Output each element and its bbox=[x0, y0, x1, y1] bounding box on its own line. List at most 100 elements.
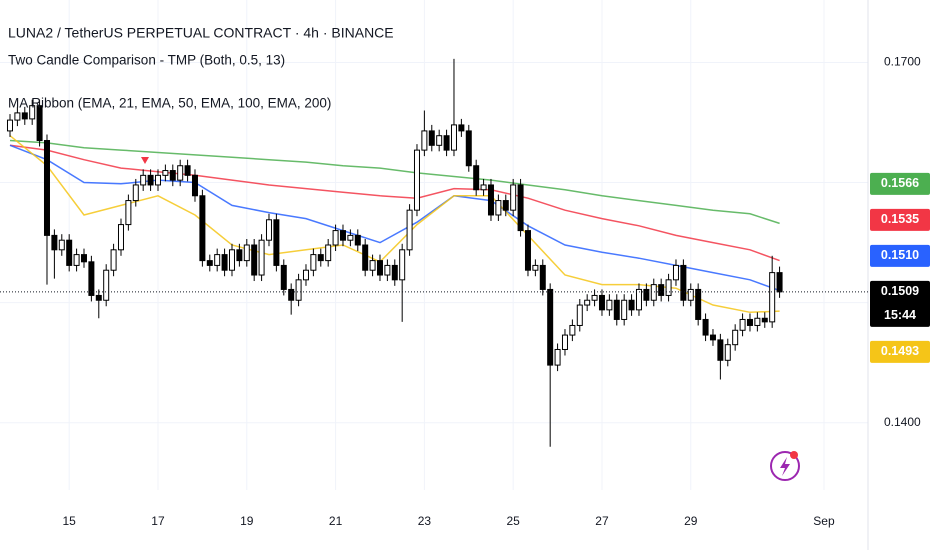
candle-body bbox=[6, 119, 13, 132]
candle-body bbox=[502, 200, 509, 211]
candle-body bbox=[576, 304, 583, 326]
candle-body bbox=[384, 264, 391, 276]
candle-body bbox=[140, 174, 147, 186]
candle-body bbox=[717, 339, 724, 361]
candle-body bbox=[147, 174, 154, 186]
candle-body bbox=[769, 272, 776, 323]
candle-body bbox=[58, 239, 65, 251]
candle-body bbox=[450, 124, 457, 151]
candle-body bbox=[569, 324, 576, 336]
candle-body bbox=[480, 184, 487, 191]
candle-body bbox=[687, 288, 694, 301]
candle-body bbox=[214, 254, 221, 266]
candle-body bbox=[73, 254, 80, 266]
x-tick-label: Sep bbox=[813, 514, 835, 528]
candle-body bbox=[280, 264, 287, 290]
signal-marker bbox=[141, 157, 149, 164]
ema-line bbox=[9, 139, 780, 225]
candle-body bbox=[695, 288, 702, 320]
candle-body bbox=[302, 269, 309, 281]
price-badge bbox=[870, 340, 930, 363]
candle-body bbox=[265, 219, 272, 241]
candle-body bbox=[258, 239, 265, 276]
candle-body bbox=[51, 234, 58, 251]
price-badge bbox=[870, 208, 930, 231]
candle-body bbox=[473, 165, 480, 191]
candle-body bbox=[547, 288, 554, 366]
candle-body bbox=[709, 334, 716, 341]
lightning-icon[interactable] bbox=[770, 451, 800, 481]
indicator-legend: Two Candle Comparison - TMP (Both, 0.5, … bbox=[8, 53, 285, 68]
candle-body bbox=[369, 260, 376, 271]
y-tick-label: 0.1400 bbox=[884, 415, 921, 429]
candle-body bbox=[199, 195, 206, 262]
x-tick-label: 27 bbox=[595, 514, 609, 528]
candle-body bbox=[236, 249, 243, 262]
candle-body bbox=[643, 288, 650, 301]
candle-body bbox=[510, 184, 517, 211]
candle-body bbox=[325, 244, 332, 262]
x-tick-label: 25 bbox=[506, 514, 520, 528]
candle-body bbox=[177, 165, 184, 181]
x-tick-label: 19 bbox=[240, 514, 254, 528]
candle-body bbox=[776, 272, 783, 293]
x-tick-label: 29 bbox=[684, 514, 698, 528]
candle-body bbox=[273, 219, 280, 266]
candle-body bbox=[421, 130, 428, 151]
candle-body bbox=[251, 244, 258, 276]
candle-body bbox=[628, 299, 635, 311]
candle-body bbox=[132, 184, 139, 202]
candle-body bbox=[428, 130, 435, 146]
candle-body bbox=[754, 317, 761, 326]
x-tick-label: 17 bbox=[151, 514, 165, 528]
candle-body bbox=[221, 254, 228, 271]
ema-layer bbox=[9, 135, 780, 314]
candle-body bbox=[362, 244, 369, 271]
price-badge-label: 0.1535 bbox=[881, 212, 919, 226]
candle-body bbox=[66, 239, 73, 266]
candle-body bbox=[95, 294, 102, 301]
candle-body bbox=[732, 329, 739, 346]
candle-body bbox=[36, 105, 43, 142]
candle-body bbox=[465, 130, 472, 167]
candle-body bbox=[591, 294, 598, 301]
candle-body bbox=[339, 230, 346, 241]
candle-body bbox=[88, 261, 95, 296]
candle-body bbox=[399, 249, 406, 281]
x-tick-label: 21 bbox=[329, 514, 343, 528]
candle-body bbox=[169, 170, 176, 181]
last-price-badge bbox=[870, 280, 930, 327]
icon-bolt bbox=[780, 457, 790, 476]
candle-body bbox=[117, 224, 124, 251]
candle-body bbox=[295, 279, 302, 301]
countdown-label: 15:44 bbox=[884, 308, 916, 322]
price-badge-label: 0.1510 bbox=[881, 248, 919, 262]
candle-body bbox=[154, 174, 161, 186]
candle-body bbox=[561, 334, 568, 350]
candle-body bbox=[672, 264, 679, 281]
x-tick-label: 15 bbox=[63, 514, 77, 528]
candle-body bbox=[317, 254, 324, 262]
candle-body bbox=[29, 105, 36, 120]
candle-body bbox=[288, 288, 295, 301]
candle-body bbox=[613, 299, 620, 320]
candle-body bbox=[21, 112, 28, 120]
candle-body bbox=[125, 200, 132, 226]
x-tick-label: 23 bbox=[418, 514, 432, 528]
candle-body bbox=[354, 234, 361, 246]
candle-body bbox=[539, 264, 546, 290]
icon-dot bbox=[790, 451, 798, 459]
candle-body bbox=[532, 264, 539, 271]
candle-body bbox=[458, 124, 465, 132]
candle-body bbox=[761, 317, 768, 323]
candle-body bbox=[443, 135, 450, 151]
candle-body bbox=[658, 284, 665, 296]
candle-body bbox=[43, 140, 50, 236]
candle-body bbox=[406, 209, 413, 251]
candle-body bbox=[495, 200, 502, 216]
chart-title: LUNA2 / TetherUS PERPETUAL CONTRACT · 4h… bbox=[8, 25, 394, 41]
candle-body bbox=[310, 254, 317, 271]
candle-layer bbox=[6, 58, 783, 447]
candle-body bbox=[554, 348, 561, 366]
